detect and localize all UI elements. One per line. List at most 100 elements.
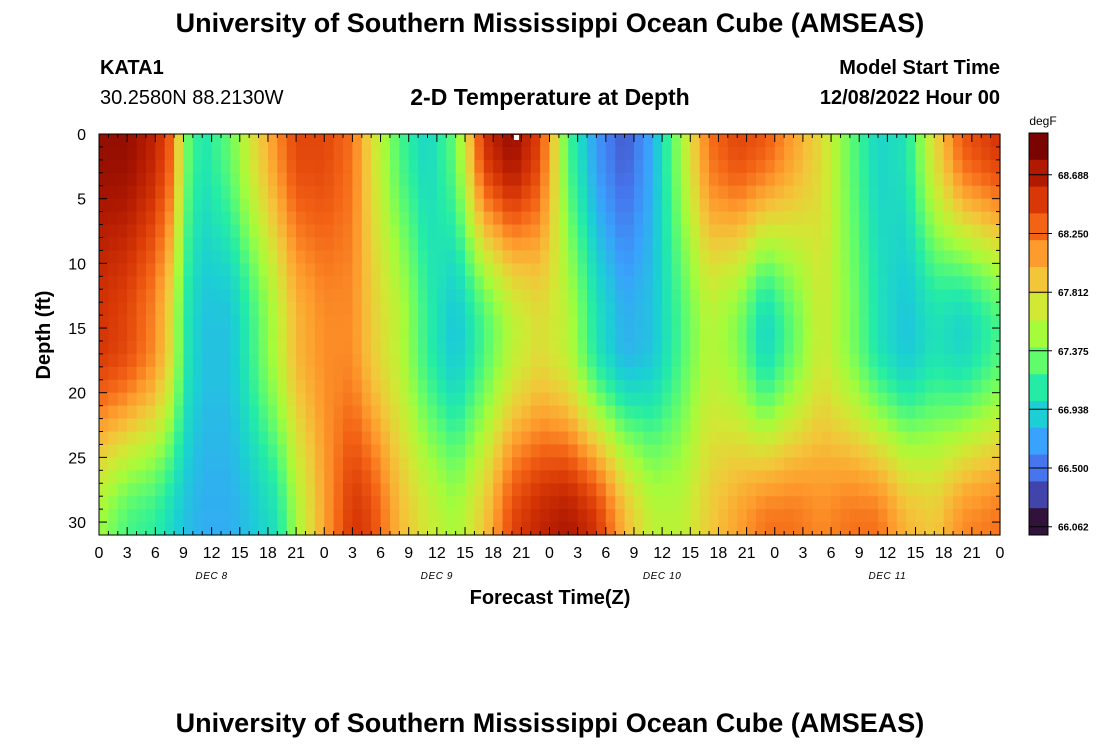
heatmap-cell (849, 276, 860, 290)
heatmap-cell (849, 379, 860, 394)
heatmap-cell (305, 405, 316, 420)
heatmap-cell (774, 366, 785, 381)
heatmap-cell (333, 250, 344, 264)
heatmap-cell (380, 405, 391, 420)
heatmap-cell (765, 250, 776, 264)
heatmap-cell (596, 496, 607, 510)
heatmap-cell (718, 496, 729, 510)
heatmap-cell (221, 146, 231, 161)
heatmap-cell (343, 509, 354, 523)
heatmap-cell (305, 146, 316, 161)
heatmap-cell (333, 457, 344, 471)
heatmap-cell (343, 353, 354, 368)
heatmap-cell (314, 159, 325, 174)
heatmap-cell (887, 263, 898, 277)
heatmap-cell (624, 405, 635, 420)
heatmap-cell (314, 366, 325, 381)
heatmap-cell (249, 431, 260, 446)
heatmap-cell (530, 522, 541, 536)
heatmap-cell (436, 496, 447, 510)
heatmap-cell (915, 457, 926, 471)
heatmap-cell (906, 366, 917, 381)
heatmap-cell (859, 224, 870, 239)
heatmap-cell (877, 276, 888, 290)
heatmap-cell (427, 509, 438, 523)
heatmap-cell (127, 159, 138, 174)
heatmap-cell (314, 185, 325, 200)
heatmap-cell (849, 340, 860, 355)
heatmap-cell (793, 224, 804, 239)
heatmap-cell (549, 522, 560, 536)
heatmap-cell (230, 392, 241, 407)
heatmap-cell (596, 250, 607, 264)
heatmap-cell (718, 237, 729, 252)
heatmap-cell (643, 418, 654, 433)
heatmap-cell (549, 159, 560, 174)
heatmap-cell (680, 418, 691, 433)
heatmap-cell (812, 185, 823, 200)
heatmap-cell (990, 302, 1001, 316)
heatmap-cell (680, 237, 691, 252)
heatmap-cell (436, 198, 447, 213)
heatmap-cell (108, 146, 119, 161)
heatmap-cell (521, 457, 532, 471)
heatmap-cell (755, 340, 766, 355)
heatmap-cell (221, 159, 231, 174)
heatmap-cell (699, 224, 710, 239)
heatmap-cell (286, 237, 297, 252)
heatmap-cell (511, 418, 522, 433)
heatmap-cell (887, 224, 898, 239)
heatmap-cell (962, 379, 973, 394)
heatmap-cell (239, 392, 250, 407)
heatmap-cell (183, 340, 194, 355)
heatmap-cell (671, 224, 682, 239)
heatmap-cell (249, 315, 260, 329)
heatmap-cell (943, 457, 954, 471)
heatmap-cell (371, 302, 382, 316)
heatmap-cell (877, 224, 888, 239)
heatmap-cell (887, 405, 898, 420)
heatmap-cell (568, 470, 579, 484)
heatmap-cell (455, 276, 466, 290)
heatmap-cell (455, 224, 466, 239)
heatmap-cell (784, 353, 795, 368)
heatmap-cell (361, 405, 372, 420)
heatmap-cell (934, 263, 945, 277)
heatmap-cell (746, 496, 757, 510)
heatmap-cell (99, 405, 109, 420)
heatmap-cell (934, 522, 945, 536)
heatmap-cell (699, 211, 710, 226)
heatmap-cell (868, 496, 879, 510)
heatmap-cell (953, 444, 964, 458)
heatmap-cell (540, 405, 551, 420)
heatmap-cell (530, 198, 541, 213)
heatmap-cell (530, 509, 541, 523)
heatmap-cell (221, 198, 231, 213)
heatmap-cell (643, 289, 654, 303)
heatmap-cell (99, 522, 109, 536)
heatmap-cell (990, 172, 1001, 187)
heatmap-cell (399, 315, 410, 329)
heatmap-cell (258, 134, 269, 148)
heatmap-cell (633, 405, 644, 420)
heatmap-cell (643, 328, 654, 342)
heatmap-cell (286, 496, 297, 510)
heatmap-cell (915, 483, 926, 497)
heatmap-cell (633, 224, 644, 239)
heatmap-cell (314, 392, 325, 407)
heatmap-cell (108, 444, 119, 458)
heatmap-cell (624, 509, 635, 523)
heatmap-cell (333, 276, 344, 290)
heatmap-cell (493, 198, 504, 213)
heatmap-cell (802, 496, 813, 510)
heatmap-cell (934, 444, 945, 458)
heatmap-cell (990, 198, 1001, 213)
heatmap-cell (709, 263, 720, 277)
heatmap-cell (953, 289, 964, 303)
x-tick-label: 15 (681, 545, 699, 562)
heatmap-cell (286, 134, 297, 148)
heatmap-cell (493, 224, 504, 239)
x-tick-label: 0 (770, 545, 779, 562)
heatmap-cell (831, 185, 842, 200)
heatmap-cell (784, 211, 795, 226)
